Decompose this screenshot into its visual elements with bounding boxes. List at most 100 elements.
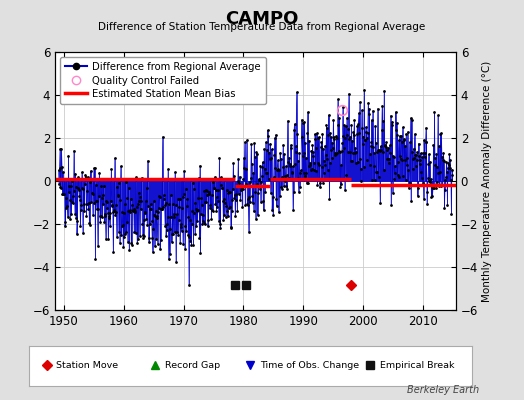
Point <box>260 166 269 172</box>
Point <box>202 186 210 193</box>
Point <box>94 243 102 250</box>
Point <box>234 178 242 185</box>
Point <box>249 170 257 176</box>
Point <box>74 185 82 192</box>
Point <box>351 145 359 151</box>
Point <box>287 142 295 148</box>
Point <box>444 165 452 171</box>
Point <box>211 201 220 208</box>
Point <box>391 109 400 115</box>
Point <box>289 189 298 196</box>
Point <box>347 158 356 164</box>
Point <box>77 202 85 208</box>
Point <box>272 196 280 202</box>
Point <box>212 208 221 214</box>
Point <box>292 89 301 95</box>
Point <box>249 208 258 215</box>
Point <box>233 183 241 190</box>
Point <box>410 155 418 161</box>
Point <box>321 143 329 149</box>
Point <box>235 191 243 198</box>
Point <box>385 156 393 162</box>
Point <box>134 200 142 207</box>
Point <box>124 208 133 214</box>
Point <box>173 229 181 235</box>
Point <box>275 209 283 216</box>
Point <box>298 134 306 140</box>
Point <box>230 173 238 180</box>
Point <box>352 149 361 155</box>
Point <box>168 201 177 207</box>
Point <box>94 205 103 212</box>
Text: Berkeley Earth: Berkeley Earth <box>407 385 479 395</box>
Point <box>184 213 193 220</box>
Point <box>235 180 244 186</box>
Point <box>349 129 357 135</box>
Point <box>64 214 72 220</box>
Point <box>93 206 101 213</box>
Point <box>284 159 292 165</box>
Point <box>377 147 385 154</box>
Point <box>266 140 275 147</box>
Point <box>304 180 313 186</box>
Point <box>357 107 366 114</box>
Point <box>211 174 219 180</box>
Point <box>309 149 317 155</box>
Point <box>231 192 239 198</box>
Point <box>214 198 222 205</box>
Point <box>174 232 182 238</box>
Point <box>88 190 96 196</box>
Point <box>208 207 216 214</box>
Point <box>274 157 282 164</box>
Point <box>353 131 361 137</box>
Point <box>436 130 445 137</box>
Point <box>346 134 354 140</box>
Point <box>187 242 195 248</box>
Point <box>404 166 412 173</box>
Point <box>132 230 140 236</box>
Point <box>387 122 396 128</box>
Legend: Difference from Regional Average, Quality Control Failed, Estimated Station Mean: Difference from Regional Average, Qualit… <box>60 57 266 104</box>
Point <box>137 174 146 181</box>
Point <box>417 150 425 156</box>
Point <box>116 163 125 169</box>
Point <box>115 179 124 186</box>
Point <box>425 178 434 184</box>
Point <box>261 189 269 195</box>
Point <box>414 140 423 147</box>
Point <box>180 191 189 197</box>
Point <box>157 205 166 212</box>
Point <box>196 162 204 169</box>
Point <box>438 182 446 188</box>
Point <box>114 193 122 199</box>
Point <box>108 209 117 215</box>
Point <box>379 166 388 173</box>
Point <box>309 153 318 159</box>
Point <box>245 228 253 235</box>
Point <box>294 175 302 181</box>
Point <box>432 184 440 191</box>
Point <box>91 256 100 262</box>
Point <box>226 189 235 195</box>
Point <box>444 160 453 167</box>
Point <box>428 193 436 200</box>
Point <box>396 132 404 139</box>
Point <box>318 164 326 170</box>
Point <box>163 226 171 233</box>
Point <box>215 217 223 224</box>
Point <box>129 206 138 213</box>
Point <box>340 122 348 128</box>
Point <box>346 149 355 156</box>
Point <box>72 214 80 221</box>
Point <box>278 164 287 170</box>
Point <box>122 229 130 235</box>
Point <box>79 186 88 192</box>
Point <box>102 198 111 204</box>
Point <box>83 188 92 194</box>
Point <box>305 137 313 144</box>
Point <box>183 203 191 209</box>
Point <box>256 186 264 192</box>
Point <box>106 198 115 204</box>
Point <box>355 110 363 116</box>
Point <box>168 231 176 237</box>
